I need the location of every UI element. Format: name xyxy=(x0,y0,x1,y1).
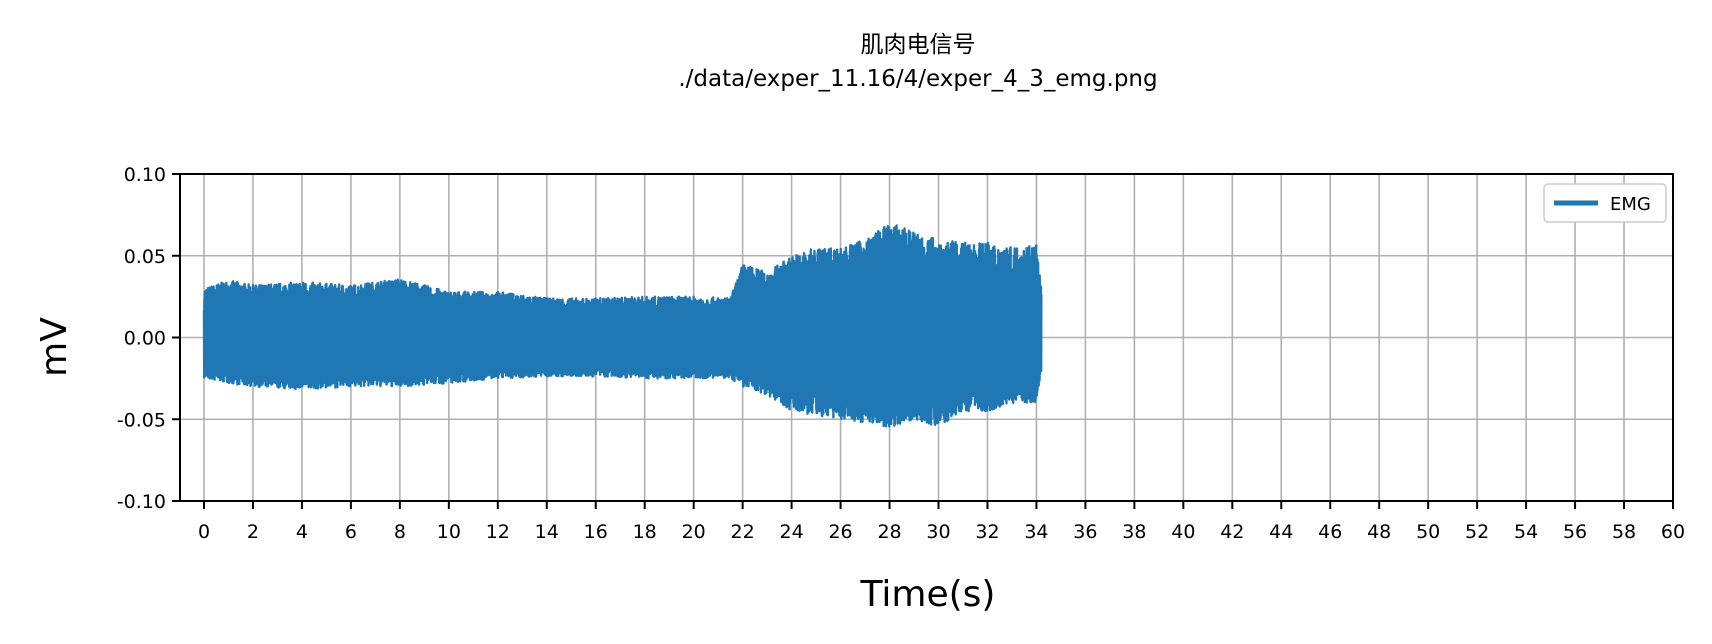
y-tick-label: 0.00 xyxy=(124,328,166,350)
y-axis: -0.10 -0.05 0.00 0.05 0.10 xyxy=(117,164,180,513)
x-tick-label: 48 xyxy=(1367,521,1391,543)
x-tick-label: 14 xyxy=(535,521,559,543)
chart-subtitle: ./data/exper_11.16/4/exper_4_3_emg.png xyxy=(678,66,1157,92)
legend: EMG xyxy=(1543,183,1667,223)
x-tick-label: 46 xyxy=(1318,521,1342,543)
x-tick-label: 0 xyxy=(198,521,210,543)
x-tick-label: 52 xyxy=(1465,521,1489,543)
x-tick-label: 42 xyxy=(1220,521,1244,543)
y-tick-label: -0.05 xyxy=(117,409,166,431)
x-tick-label: 16 xyxy=(584,521,608,543)
x-tick-label: 20 xyxy=(682,521,706,543)
x-tick-label: 54 xyxy=(1514,521,1538,543)
x-tick-label: 56 xyxy=(1563,521,1587,543)
y-tick-label: 0.05 xyxy=(124,246,166,268)
x-tick-label: 50 xyxy=(1416,521,1440,543)
x-tick-label: 30 xyxy=(926,521,950,543)
x-tick-label: 44 xyxy=(1269,521,1293,543)
x-tick-label: 18 xyxy=(633,521,657,543)
x-axis-label: Time(s) xyxy=(860,574,996,615)
x-tick-label: 34 xyxy=(1024,521,1048,543)
x-tick-label: 24 xyxy=(780,521,804,543)
x-tick-label: 22 xyxy=(731,521,755,543)
y-tick-label: 0.10 xyxy=(124,164,166,186)
x-tick-label: 36 xyxy=(1073,521,1097,543)
x-tick-label: 58 xyxy=(1612,521,1636,543)
x-tick-label: 2 xyxy=(247,521,259,543)
x-tick-label: 32 xyxy=(975,521,999,543)
y-tick-label: -0.10 xyxy=(117,491,166,513)
x-tick-label: 26 xyxy=(828,521,852,543)
x-tick-label: 40 xyxy=(1171,521,1195,543)
x-tick-label: 60 xyxy=(1661,521,1685,543)
series-line-emg xyxy=(202,224,1043,428)
x-axis: 0 2 4 6 8 10 12 14 16 18 20 22 24 26 28 30 32 34 36 38 40 42 4… xyxy=(198,501,1685,543)
x-tick-label: 12 xyxy=(486,521,510,543)
chart-title: 肌肉电信号 xyxy=(861,32,976,58)
x-tick-label: 38 xyxy=(1122,521,1146,543)
legend-label-emg: EMG xyxy=(1610,194,1651,215)
x-tick-label: 4 xyxy=(296,521,308,543)
x-tick-label: 8 xyxy=(394,521,406,543)
x-tick-label: 6 xyxy=(345,521,357,543)
x-tick-label: 10 xyxy=(437,521,461,543)
legend-box xyxy=(1543,183,1667,223)
series-layer xyxy=(202,224,1043,428)
y-axis-label: mV xyxy=(34,317,75,377)
x-tick-label: 28 xyxy=(877,521,901,543)
